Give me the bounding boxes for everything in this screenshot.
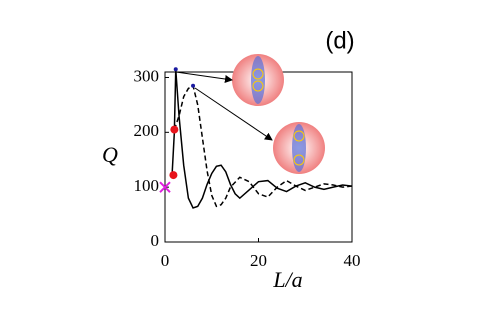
y-tick-label: 200 bbox=[134, 121, 160, 140]
marker bbox=[159, 181, 171, 193]
x-tick-label: 0 bbox=[161, 251, 170, 270]
line bbox=[171, 69, 353, 209]
x-tick-label: 40 bbox=[344, 251, 361, 270]
arrow bbox=[175, 71, 233, 83]
line bbox=[173, 84, 353, 208]
y-tick-label: 100 bbox=[134, 176, 160, 195]
marker bbox=[170, 125, 179, 134]
inset-mode-1 bbox=[232, 54, 284, 106]
marker bbox=[191, 83, 196, 88]
marker bbox=[173, 67, 178, 72]
inset-mode-2 bbox=[273, 122, 325, 174]
x-axis-label: L/a bbox=[272, 267, 302, 292]
y-tick-label: 300 bbox=[134, 66, 160, 85]
panel-label: (d) bbox=[325, 27, 354, 54]
marker bbox=[169, 171, 178, 180]
x-tick-label: 20 bbox=[250, 251, 267, 270]
y-tick-label: 0 bbox=[151, 231, 160, 250]
y-axis-label: Q bbox=[102, 142, 118, 167]
arrow bbox=[194, 87, 273, 141]
